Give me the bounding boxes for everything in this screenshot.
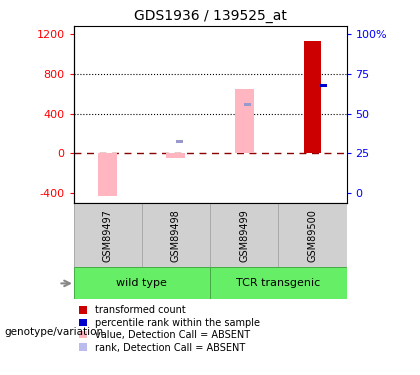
Bar	[234, 89, 254, 153]
Text: TCR transgenic: TCR transgenic	[236, 278, 320, 288]
Bar	[98, 153, 117, 196]
Text: GDS1936 / 139525_at: GDS1936 / 139525_at	[134, 9, 286, 23]
Bar	[142, 203, 210, 267]
Bar	[74, 267, 210, 300]
Bar	[244, 103, 251, 106]
Legend: transformed count, percentile rank within the sample, value, Detection Call = AB: transformed count, percentile rank withi…	[79, 304, 261, 354]
Bar	[74, 203, 142, 267]
Text: genotype/variation: genotype/variation	[4, 327, 103, 337]
Text: GSM89499: GSM89499	[239, 209, 249, 261]
Text: wild type: wild type	[116, 278, 167, 288]
Bar	[210, 203, 278, 267]
Text: GSM89498: GSM89498	[171, 209, 181, 261]
Text: GSM89497: GSM89497	[102, 209, 113, 262]
Text: GSM89500: GSM89500	[307, 209, 318, 262]
Bar	[210, 267, 346, 300]
Bar	[176, 140, 183, 143]
Bar	[320, 84, 327, 87]
Bar	[278, 203, 346, 267]
Bar	[166, 153, 186, 158]
Bar	[304, 41, 321, 153]
